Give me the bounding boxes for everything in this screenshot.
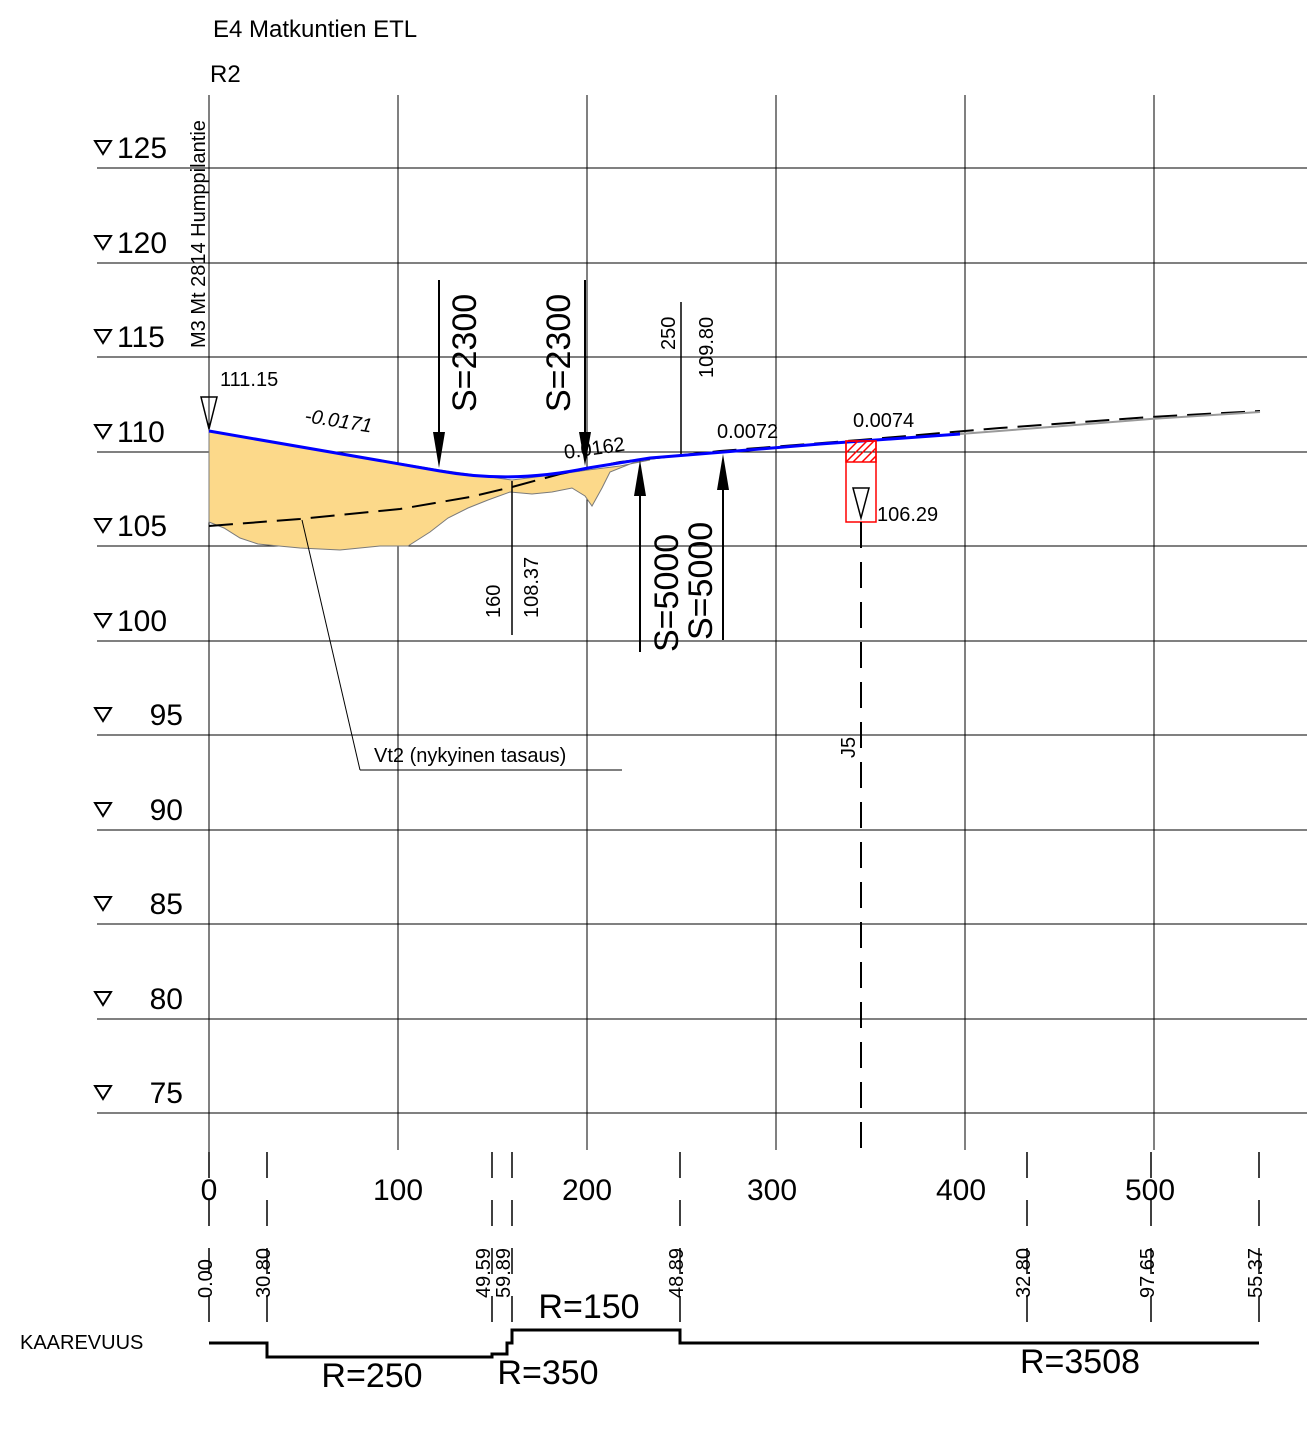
svg-text:80: 80	[150, 983, 183, 1016]
drawing-title: E4 Matkuntien ETL	[213, 16, 417, 43]
elevation-marker-icon	[93, 802, 113, 818]
grade-label: 0.0072	[717, 421, 778, 443]
station-axis: 0 100 200 300 400 500	[201, 1174, 1175, 1207]
svg-text:110: 110	[117, 416, 165, 449]
arrow-down-icon	[433, 432, 445, 468]
pvi-station: 160	[483, 585, 505, 618]
curvature-diagram	[209, 1328, 1259, 1359]
elevation-label: 90	[93, 794, 183, 827]
elevation-marker-icon	[93, 329, 113, 345]
grade-label: 0.0162	[563, 434, 627, 464]
elevation-label: 125	[93, 132, 167, 165]
curvature-station: 32.80	[1013, 1248, 1035, 1298]
elevation-marker-icon	[93, 518, 113, 534]
elevation-label: 80	[93, 983, 183, 1016]
elevation-label: 120	[93, 227, 167, 260]
elevation-label: 95	[93, 699, 183, 732]
curvature-station: 30.80	[253, 1248, 275, 1298]
elevation-marker-icon	[852, 487, 870, 521]
svg-text:85: 85	[150, 888, 183, 921]
svg-text:S=2300: S=2300	[540, 294, 578, 412]
svg-text:75: 75	[150, 1077, 183, 1110]
curvature-radius: R=350	[497, 1354, 598, 1392]
grade-label: 0.0074	[853, 410, 914, 432]
elevation-axis: 125 120 115 110 105 100 95 90 85 80 75	[93, 132, 183, 1110]
svg-text:90: 90	[150, 794, 183, 827]
curvature-station: 97.65	[1137, 1248, 1159, 1298]
elevation-marker-icon	[93, 424, 113, 440]
curvature-station: 48.89	[666, 1248, 688, 1298]
arrow-up-icon	[717, 454, 729, 490]
svg-text:100: 100	[117, 605, 167, 638]
annotation-leader	[301, 519, 361, 771]
existing-ground-line	[959, 411, 1261, 435]
elevation-marker-icon	[93, 991, 113, 1007]
culvert-name: J5	[838, 737, 860, 758]
elevation-marker-icon	[200, 396, 218, 430]
svg-text:125: 125	[117, 132, 167, 165]
svg-text:95: 95	[150, 699, 183, 732]
pvi-station: 250	[658, 317, 680, 350]
station-label: 100	[373, 1174, 423, 1207]
svg-text:S=5000: S=5000	[682, 522, 720, 640]
curvature-row-label: KAAREVUUS	[20, 1332, 143, 1354]
station-label: 500	[1125, 1174, 1175, 1207]
vertical-curve-marker: S=2300	[433, 280, 484, 468]
existing-profile-label: Vt2 (nykyinen tasaus)	[374, 745, 566, 767]
curvature-station: 55.37	[1245, 1248, 1267, 1298]
pvi-elevation: 108.37	[521, 557, 543, 618]
elevation-marker-icon	[93, 235, 113, 251]
svg-text:105: 105	[117, 510, 167, 543]
drawing-subtitle: R2	[210, 61, 241, 88]
elevation-label: 75	[93, 1077, 183, 1110]
station-label: 200	[562, 1174, 612, 1207]
elevation-label: 100	[93, 605, 167, 638]
svg-text:S=5000: S=5000	[648, 534, 686, 652]
road-label: M3 Mt 2814 Humppilantie	[188, 120, 210, 348]
earthwork-area	[208, 430, 651, 551]
elevation-marker-icon	[93, 613, 113, 629]
grid	[97, 95, 1307, 1160]
elevation-label: 85	[93, 888, 183, 921]
elevation-marker-icon	[93, 1085, 113, 1101]
elevation-label: 115	[93, 321, 165, 354]
culvert-hatch	[845, 440, 877, 463]
svg-text:S=2300: S=2300	[446, 294, 484, 412]
start-elevation-marker: 111.15	[200, 369, 278, 430]
curvature-station: 0.00	[195, 1259, 217, 1298]
station-label: 400	[936, 1174, 986, 1207]
elevation-marker-icon	[93, 140, 113, 156]
curvature-radius: R=150	[538, 1288, 639, 1326]
curvature-station: 49.59	[473, 1248, 495, 1298]
start-elevation-value: 111.15	[220, 369, 278, 391]
vertical-curve-marker: S=5000	[682, 454, 729, 640]
station-label: 300	[747, 1174, 797, 1207]
grade-label: -0.0171	[303, 405, 373, 437]
curvature-break-lines	[208, 1152, 1260, 1340]
elevation-label: 105	[93, 510, 167, 543]
curvature-radius: R=250	[321, 1357, 422, 1395]
elevation-marker-icon	[93, 896, 113, 912]
curvature-station: 59.89	[493, 1248, 515, 1298]
station-label: 0	[201, 1174, 218, 1207]
svg-text:120: 120	[117, 227, 167, 260]
arrow-down-icon	[579, 432, 591, 466]
pvi-elevation: 109.80	[696, 317, 718, 378]
design-profile-line	[208, 429, 961, 479]
elevation-marker-icon	[93, 707, 113, 723]
svg-text:115: 115	[117, 321, 165, 354]
elevation-label: 110	[93, 416, 165, 449]
culvert-j5: 106.29 J5	[838, 440, 938, 1152]
culvert-elevation: 106.29	[877, 504, 938, 526]
vertical-curve-marker: S=2300	[540, 280, 591, 466]
curvature-radius: R=3508	[1020, 1343, 1140, 1381]
arrow-up-icon	[634, 460, 646, 496]
vertical-curve-marker: S=5000	[634, 460, 686, 652]
curvature-stations: 0.00 30.80 49.59 59.89 48.89 32.80 97.65…	[195, 1248, 1267, 1298]
